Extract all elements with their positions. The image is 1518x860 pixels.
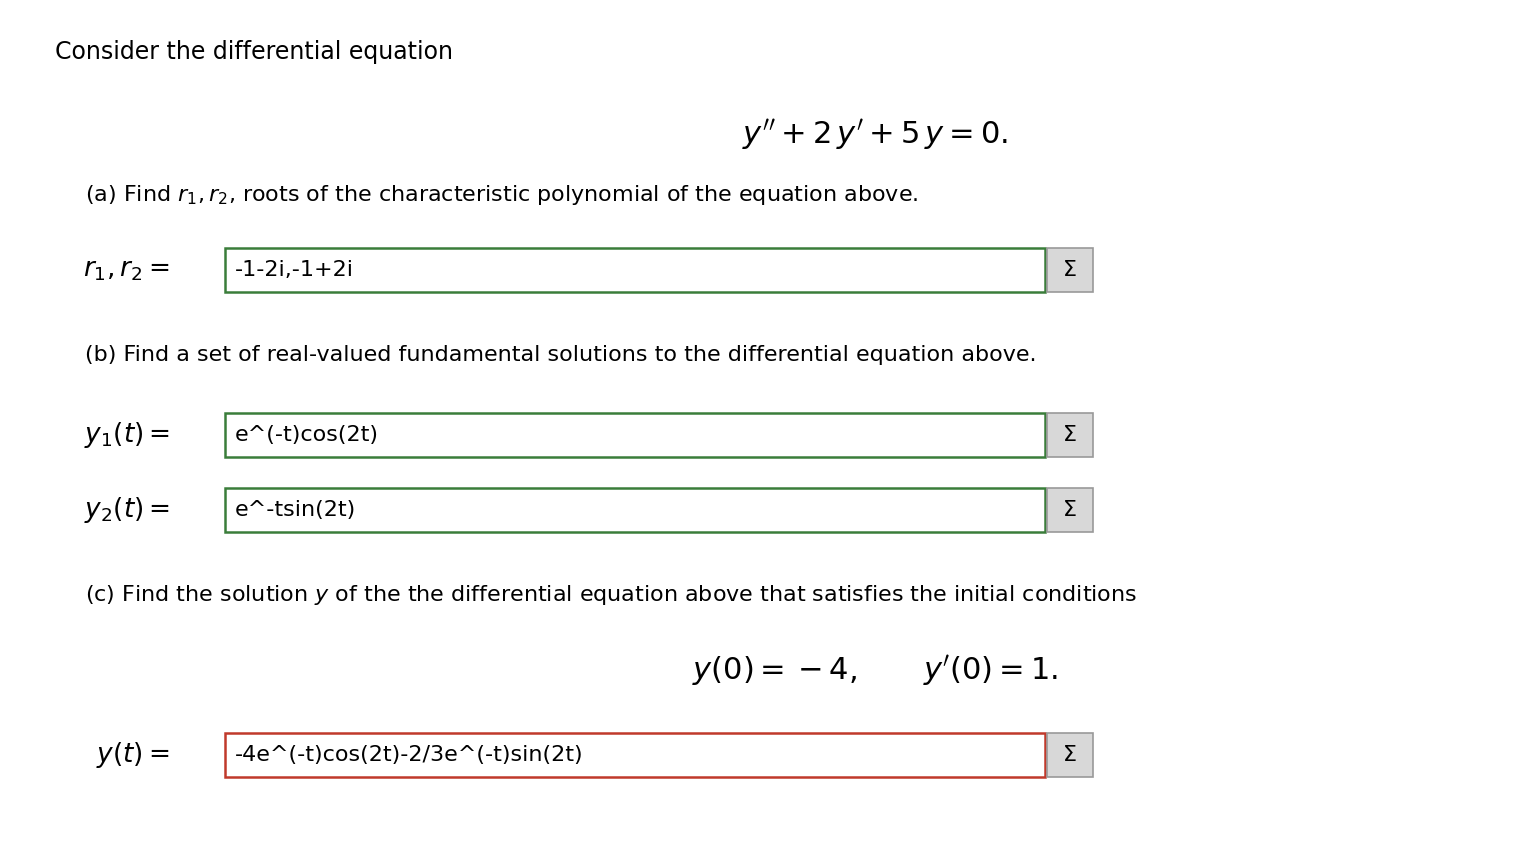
Text: Σ: Σ — [1063, 745, 1076, 765]
Text: (b) Find a set of real-valued fundamental solutions to the differential equation: (b) Find a set of real-valued fundamenta… — [85, 345, 1037, 365]
Text: (a) Find $r_1, r_2$, roots of the characteristic polynomial of the equation abov: (a) Find $r_1, r_2$, roots of the charac… — [85, 183, 918, 207]
FancyBboxPatch shape — [225, 248, 1044, 292]
FancyBboxPatch shape — [225, 488, 1044, 532]
Text: Σ: Σ — [1063, 260, 1076, 280]
FancyBboxPatch shape — [1047, 248, 1093, 292]
FancyBboxPatch shape — [1047, 488, 1093, 532]
Text: Consider the differential equation: Consider the differential equation — [55, 40, 452, 64]
Text: $y_1(t) =$: $y_1(t) =$ — [83, 420, 170, 450]
Text: Σ: Σ — [1063, 425, 1076, 445]
Text: $y'' + 2\,y' + 5\,y = 0.$: $y'' + 2\,y' + 5\,y = 0.$ — [742, 118, 1008, 152]
Text: -4e^(-t)cos(2t)-2/3e^(-t)sin(2t): -4e^(-t)cos(2t)-2/3e^(-t)sin(2t) — [235, 745, 583, 765]
FancyBboxPatch shape — [1047, 413, 1093, 457]
Text: $y(0) = -4, \qquad y'(0) = 1.$: $y(0) = -4, \qquad y'(0) = 1.$ — [692, 653, 1058, 687]
FancyBboxPatch shape — [225, 413, 1044, 457]
FancyBboxPatch shape — [225, 733, 1044, 777]
Text: e^-tsin(2t): e^-tsin(2t) — [235, 500, 357, 520]
Text: Σ: Σ — [1063, 500, 1076, 520]
Text: e^(-t)cos(2t): e^(-t)cos(2t) — [235, 425, 380, 445]
Text: -1-2i,-1+2i: -1-2i,-1+2i — [235, 260, 354, 280]
Text: $y(t) =$: $y(t) =$ — [97, 740, 170, 770]
Text: $r_1, r_2 =$: $r_1, r_2 =$ — [83, 257, 170, 283]
Text: $y_2(t) =$: $y_2(t) =$ — [83, 495, 170, 525]
FancyBboxPatch shape — [1047, 733, 1093, 777]
Text: (c) Find the solution $y$ of the the differential equation above that satisfies : (c) Find the solution $y$ of the the dif… — [85, 583, 1137, 607]
